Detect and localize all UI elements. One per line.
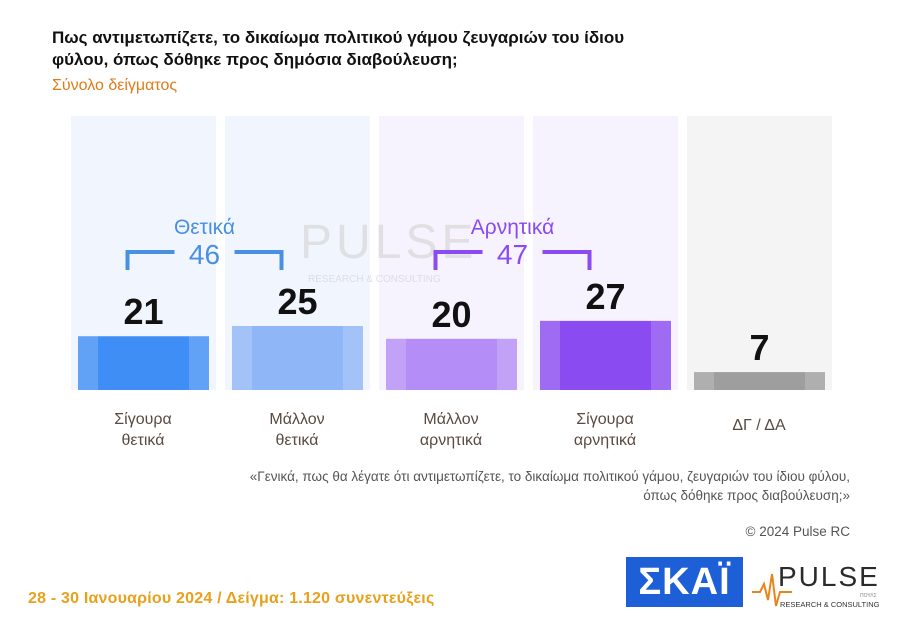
bar-1 [78, 336, 209, 390]
bar-value-label: 7 [749, 327, 769, 368]
category-label-5: ΔΓ / ΔΑ [732, 417, 786, 434]
bar-shade-left [78, 336, 98, 390]
bar-shade-left [232, 326, 252, 390]
group-bracket-2 [433, 250, 592, 270]
group-label-2: Αρνητικά [471, 216, 554, 239]
bar-value-label: 25 [277, 281, 317, 322]
bar-5 [694, 372, 825, 390]
bar-shade-right [189, 336, 209, 390]
group-total-2: 47 [497, 239, 528, 270]
pulse-logo: PULSE ΠΟΥΛΣ RESEARCH & CONSULTING [752, 561, 880, 609]
bar-value-label: 21 [123, 291, 163, 332]
group-label-1: Θετικά [174, 216, 235, 239]
category-label-4: Σίγουρα αρνητικά [573, 411, 637, 449]
skai-logo: ΣΚΑΪ [626, 557, 743, 607]
chart-subtitle: Σύνολο δείγματος [52, 77, 178, 94]
bar-value-label: 20 [431, 294, 471, 335]
bar-shade-right [497, 338, 517, 390]
bar-4 [540, 320, 671, 390]
bar-shade-left [386, 338, 406, 390]
question-quote: «Γενικά, πως θα λέγατε ότι αντιμετωπίζετ… [249, 469, 850, 503]
bar-shade-left [540, 320, 560, 390]
bar-shade-right [651, 320, 671, 390]
bar-shade-left [694, 372, 714, 390]
bar-value-label: 27 [585, 276, 625, 317]
copyright-text: © 2024 Pulse RC [745, 524, 851, 539]
category-label-3: Μάλλον αρνητικά [419, 411, 483, 449]
group-bracket-1 [125, 250, 284, 270]
category-label-2: Μάλλον θετικά [269, 411, 325, 449]
column-background [687, 116, 832, 390]
bar-chart: PULSE RESEARCH & CONSULTING 21 25 20 27 7 Θετικ… [71, 116, 832, 390]
chart-title: Πως αντιμετωπίζετε, το δικαίωμα πολιτικο… [52, 28, 625, 69]
group-total-1: 46 [189, 239, 220, 270]
survey-footer: 28 - 30 Ιανουαρίου 2024 / Δείγμα: 1.120 … [28, 590, 435, 607]
pulse-logo-tagline: RESEARCH & CONSULTING [780, 600, 880, 609]
bar-3 [386, 338, 517, 390]
pulse-watermark: PULSE [300, 216, 477, 269]
bar-shade-right [343, 326, 363, 390]
category-label-1: Σίγουρα θετικά [114, 411, 172, 449]
bar-shade-right [805, 372, 825, 390]
pulse-logo-wordmark: PULSE [778, 561, 880, 592]
pulse-watermark-tagline: RESEARCH & CONSULTING [308, 274, 441, 285]
pulse-logo-small: ΠΟΥΛΣ [860, 593, 877, 599]
bar-2 [232, 326, 363, 390]
